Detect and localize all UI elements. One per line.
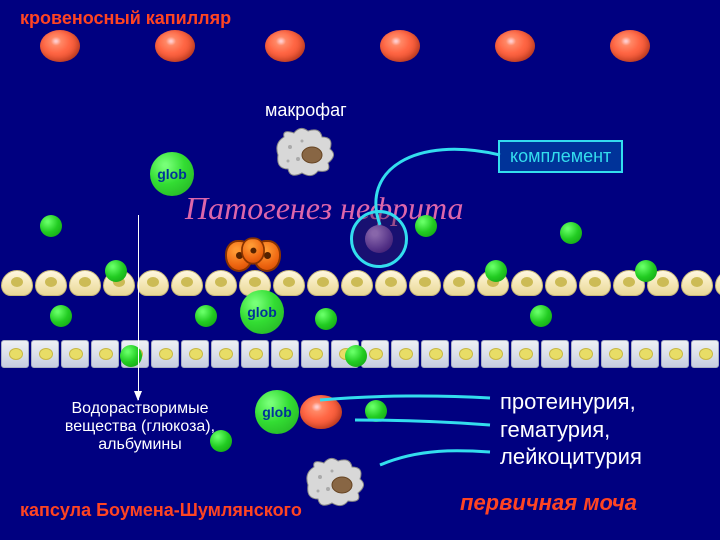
endothelial-cell xyxy=(69,270,101,296)
capillary-label: кровеносный капилляр xyxy=(20,8,231,29)
endothelial-cell xyxy=(35,270,67,296)
protein-dot xyxy=(105,260,127,282)
rbc xyxy=(300,395,342,429)
water-soluble-label: Водорастворимые вещества (глюкоза), альб… xyxy=(40,400,240,454)
macrophage-label: макрофаг xyxy=(265,100,347,121)
globulin: glob xyxy=(150,152,194,196)
epithelial-cell xyxy=(691,340,719,368)
symptom-3: лейкоцитурия xyxy=(500,443,642,471)
protein-dot xyxy=(485,260,507,282)
protein-dot xyxy=(345,345,367,367)
symptom-1: протеинурия, xyxy=(500,388,642,416)
epithelial-cell xyxy=(241,340,269,368)
epithelial-cell xyxy=(661,340,689,368)
protein-dot xyxy=(40,215,62,237)
macrophage-cell xyxy=(300,455,370,510)
epithelial-cell xyxy=(481,340,509,368)
endothelial-cell xyxy=(1,270,33,296)
endothelial-cell xyxy=(307,270,339,296)
epithelial-cell xyxy=(451,340,479,368)
epithelial-cell xyxy=(61,340,89,368)
protein-dot xyxy=(195,305,217,327)
globulin: glob xyxy=(255,390,299,434)
endothelial-cell xyxy=(545,270,577,296)
rbc xyxy=(155,30,195,62)
epithelial-cell xyxy=(31,340,59,368)
epithelial-cell xyxy=(301,340,329,368)
epithelial-cell xyxy=(421,340,449,368)
epithelial-cell xyxy=(571,340,599,368)
epithelial-cell xyxy=(601,340,629,368)
endothelial-cell xyxy=(341,270,373,296)
epithelial-cell xyxy=(631,340,659,368)
filtration-arrow xyxy=(138,215,139,400)
immune-complex xyxy=(225,235,285,275)
epithelial-cell xyxy=(541,340,569,368)
rbc xyxy=(610,30,650,62)
protein-dot xyxy=(560,222,582,244)
protein-dot xyxy=(415,215,437,237)
epithelial-cell xyxy=(271,340,299,368)
epithelial-cell xyxy=(511,340,539,368)
epithelial-cell xyxy=(181,340,209,368)
capsule-label: капсула Боумена-Шумлянского xyxy=(20,500,302,521)
endothelial-cell xyxy=(409,270,441,296)
epithelial-cell xyxy=(91,340,119,368)
complement-circle xyxy=(350,210,408,268)
epithelial-cell xyxy=(211,340,239,368)
endothelial-cell xyxy=(137,270,169,296)
endothelial-cell xyxy=(715,270,720,296)
endothelial-cell xyxy=(171,270,203,296)
rbc xyxy=(40,30,80,62)
rbc xyxy=(380,30,420,62)
epithelial-cell xyxy=(391,340,419,368)
macrophage-cell xyxy=(270,125,340,180)
symptom-2: гематурия, xyxy=(500,416,642,444)
symptoms-block: протеинурия, гематурия, лейкоцитурия xyxy=(500,388,642,471)
protein-dot xyxy=(365,400,387,422)
endothelial-cell xyxy=(681,270,713,296)
endothelial-cell xyxy=(443,270,475,296)
endothelial-cell xyxy=(579,270,611,296)
globulin: glob xyxy=(240,290,284,334)
endothelial-cell xyxy=(511,270,543,296)
endothelial-cell xyxy=(375,270,407,296)
protein-dot xyxy=(635,260,657,282)
rbc xyxy=(265,30,305,62)
protein-dot xyxy=(315,308,337,330)
epithelial-cell xyxy=(1,340,29,368)
primary-urine-label: первичная моча xyxy=(460,490,637,516)
protein-dot xyxy=(530,305,552,327)
rbc xyxy=(495,30,535,62)
complement-box: комплемент xyxy=(498,140,623,173)
protein-dot xyxy=(50,305,72,327)
epithelial-cell xyxy=(151,340,179,368)
